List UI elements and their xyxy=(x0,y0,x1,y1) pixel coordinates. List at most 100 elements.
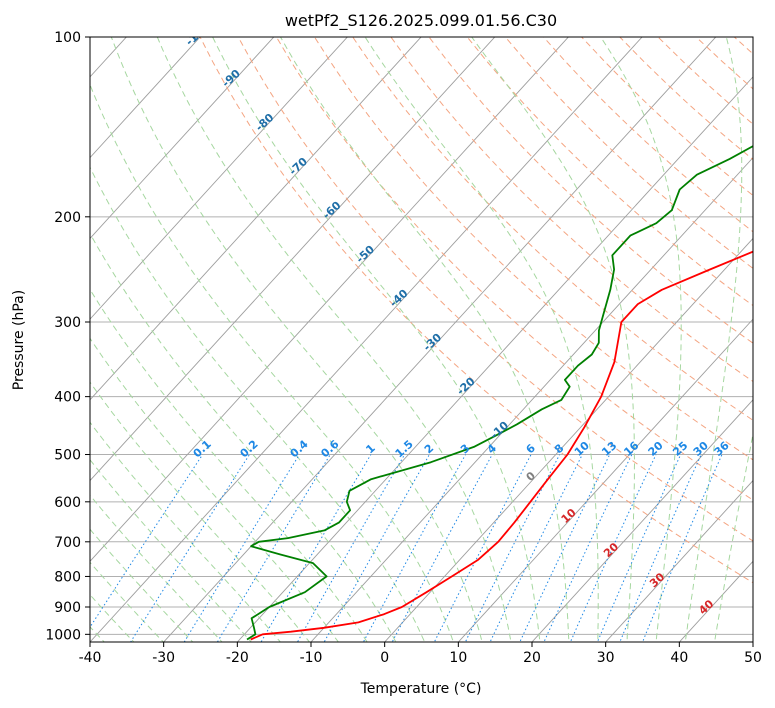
moist-adiabat-label: 20 xyxy=(601,540,621,560)
x-tick-label: -40 xyxy=(79,650,102,666)
moist-adiabat xyxy=(280,37,570,642)
dry-adiabat xyxy=(580,37,753,197)
moist-adiabat xyxy=(90,232,397,642)
mixing-ratio-line xyxy=(433,454,532,642)
isotherm--130 xyxy=(0,10,4,659)
isotherm--80 xyxy=(90,37,349,320)
mixing-ratio-line xyxy=(323,454,430,642)
isotherm--60 xyxy=(90,37,496,482)
y-axis: 100 200 300 400 500 600 700 800 900 1000 xyxy=(45,30,90,643)
mixing-ratio-label: 25 xyxy=(670,439,690,459)
y-tick-label: 1000 xyxy=(45,627,81,643)
mixing-ratio-line xyxy=(216,454,331,642)
x-tick-label: 20 xyxy=(523,650,541,666)
moist-adiabat-lines xyxy=(90,37,753,642)
moist-adiabat xyxy=(364,37,599,642)
x-tick-label: 0 xyxy=(380,650,389,666)
isobar-gridlines xyxy=(90,37,753,635)
dewpoint-line xyxy=(246,145,753,641)
mixing-ratio-line xyxy=(362,454,467,642)
y-tick-label: 700 xyxy=(54,535,81,551)
dry-adiabat xyxy=(275,37,753,501)
y-tick-label: 200 xyxy=(54,210,81,226)
mixing-ratio-label: 0.1 xyxy=(191,438,214,461)
isotherm-0 xyxy=(384,237,753,642)
moist-adiabat xyxy=(90,166,426,642)
isotherm-50 xyxy=(752,641,753,642)
moist-adiabat xyxy=(90,83,454,642)
isotherm--70 xyxy=(90,37,422,401)
moist-adiabat xyxy=(684,37,743,642)
moist-adiabat xyxy=(90,528,194,642)
moist-adiabat xyxy=(90,421,281,642)
dry-adiabat xyxy=(352,37,753,421)
x-tick-label: 40 xyxy=(670,650,688,666)
x-tick-label: -20 xyxy=(226,650,249,666)
dry-adiabat-label: -40 xyxy=(387,287,411,310)
plot-frame xyxy=(89,36,754,643)
isotherm-10 xyxy=(457,318,753,642)
dry-adiabat-label: -60 xyxy=(320,199,344,222)
mixing-ratio-line xyxy=(642,454,723,642)
isotherm--30 xyxy=(163,37,717,642)
temperature-line xyxy=(250,250,753,641)
dry-adiabat xyxy=(619,37,753,161)
chart-title: wetPf2_S126.2025.099.01.56.C30 xyxy=(285,11,557,31)
moist-adiabat xyxy=(156,37,512,642)
isotherm--20 xyxy=(236,76,753,642)
y-tick-label: 400 xyxy=(54,390,81,406)
moist-adiabat xyxy=(212,37,541,642)
mixing-ratio-label: 0.4 xyxy=(288,437,311,460)
isotherm-30 xyxy=(605,479,753,642)
mixing-ratio-label: 20 xyxy=(646,439,666,459)
x-tick-label: 50 xyxy=(744,650,762,666)
dry-adiabat-label: -20 xyxy=(454,375,478,398)
moist-adiabat xyxy=(471,37,635,642)
dry-adiabat xyxy=(542,37,753,233)
dry-adiabat xyxy=(695,37,753,90)
mixing-ratio-label: 30 xyxy=(691,439,711,459)
dry-adiabat-label: -30 xyxy=(421,331,445,354)
mixing-ratio-line xyxy=(183,454,300,642)
mixing-ratio-label: 13 xyxy=(599,439,619,459)
dry-adiabat-label: -50 xyxy=(354,243,378,266)
dry-adiabat xyxy=(237,37,753,542)
dry-adiabat xyxy=(743,10,775,659)
mixing-ratio-line xyxy=(90,454,204,629)
mixing-ratio-line xyxy=(464,454,561,642)
isotherm--90 xyxy=(90,37,275,240)
dry-adiabat-label: -70 xyxy=(287,155,311,178)
moist-adiabat xyxy=(713,431,753,642)
mixing-ratio-label: 1.5 xyxy=(393,438,416,461)
dry-adiabat-label: -100 xyxy=(183,20,212,48)
mixing-ratio-line xyxy=(391,454,493,642)
mixing-ratio-line xyxy=(489,454,583,642)
dry-adiabat-lines xyxy=(199,10,775,659)
dry-adiabat-label: -80 xyxy=(253,111,277,134)
isotherm-lines xyxy=(0,10,753,659)
moist-adiabat xyxy=(90,337,339,642)
isotherm--100 xyxy=(90,37,201,159)
x-axis: -40 -30 -20 -10 0 10 20 30 40 50 xyxy=(79,642,762,666)
moist-adiabat-label: 40 xyxy=(696,597,716,617)
moist-adiabat-label: 10 xyxy=(559,506,579,526)
mixing-ratio-line xyxy=(130,454,250,642)
x-tick-label: -30 xyxy=(152,650,175,666)
y-tick-label: 300 xyxy=(54,315,81,331)
moist-adiabat xyxy=(110,37,483,642)
x-tick-label: -10 xyxy=(300,650,323,666)
dry-adiabat-label: -90 xyxy=(220,67,244,90)
dry-adiabat xyxy=(313,37,753,461)
isotherm--10 xyxy=(310,156,753,642)
y-tick-label: 100 xyxy=(54,30,81,46)
mixing-ratio-line xyxy=(569,454,657,642)
moist-adiabat xyxy=(90,288,368,642)
isotherm--50 xyxy=(90,37,570,563)
mixing-ratio-label: 0.6 xyxy=(318,437,341,460)
isotherm-20 xyxy=(531,399,753,642)
dry-adiabat xyxy=(466,37,753,307)
mixing-ratio-label: 16 xyxy=(621,439,641,459)
dry-adiabat xyxy=(199,37,753,584)
x-tick-label: 10 xyxy=(449,650,467,666)
